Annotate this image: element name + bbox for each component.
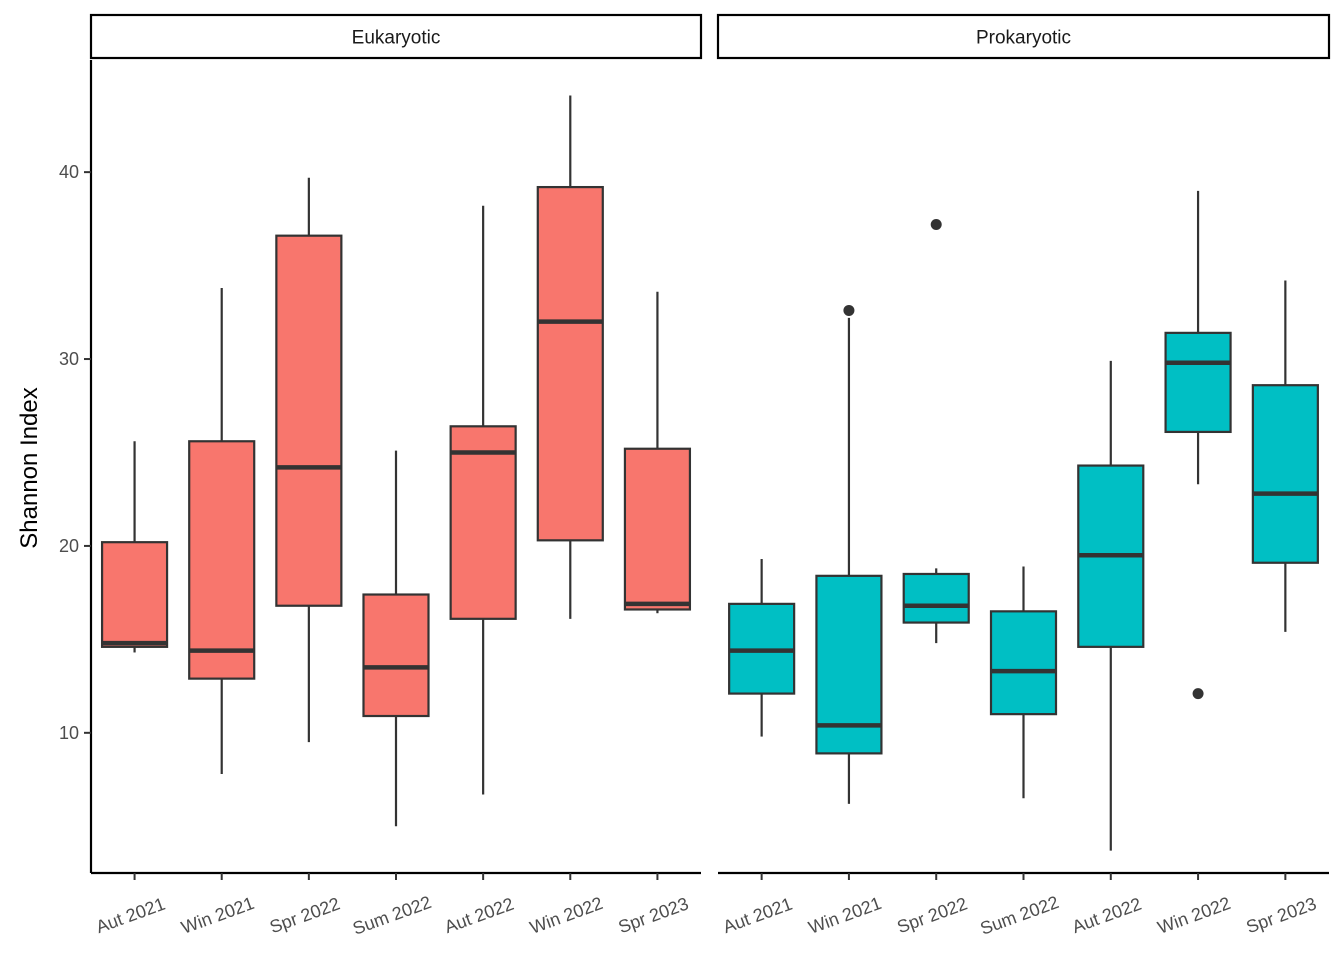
outlier-point (843, 304, 855, 316)
facet-panel-1: Prokaryotic Aut 2021 Win 2021 Spr 2022 Sum 2… (716, 13, 1331, 939)
x-tick-label: Aut 2022 (1069, 894, 1144, 937)
x-tick-label: Aut 2022 (442, 894, 517, 937)
outlier-point (1192, 688, 1204, 700)
box-body (275, 234, 343, 607)
box-1-6 (1251, 280, 1319, 632)
y-tick-label: 20 (59, 536, 79, 556)
y-tick-label: 30 (59, 349, 79, 369)
x-tick-label: Win 2021 (179, 893, 257, 938)
box-1-3 (989, 566, 1058, 799)
x-tick-label: Aut 2021 (93, 894, 168, 937)
box-0-3 (362, 450, 430, 827)
box-0-0 (100, 441, 169, 653)
y-axis-title: Shannon Index (16, 387, 43, 548)
box-body (1164, 331, 1232, 434)
box-1-0 (728, 559, 796, 737)
box-1-2 (902, 218, 970, 644)
x-tick-label: Sum 2022 (977, 892, 1061, 939)
box-0-2 (275, 177, 343, 743)
box-0-1 (188, 288, 256, 774)
x-tick-label: Spr 2022 (267, 893, 342, 937)
box-0-4 (449, 205, 517, 795)
box-body (188, 440, 256, 680)
box-1-4 (1077, 360, 1145, 851)
box-body (536, 185, 604, 542)
box-1-5 (1164, 190, 1232, 700)
box-body (623, 447, 692, 611)
box-body (449, 425, 517, 620)
facet-strip (89, 13, 703, 60)
box-body (902, 572, 970, 624)
x-tick-label: Win 2022 (527, 893, 605, 938)
x-tick-label: Spr 2023 (1244, 893, 1319, 937)
facet-strip-label: Prokaryotic (976, 28, 1071, 49)
box-body (989, 610, 1058, 716)
y-tick-label: 40 (59, 162, 79, 182)
x-tick-label: Sum 2022 (350, 892, 434, 939)
box-body (1251, 384, 1319, 564)
x-tick-label: Spr 2022 (894, 893, 969, 937)
box-body (362, 593, 430, 718)
x-tick-label: Win 2021 (806, 893, 884, 938)
box-body (100, 541, 169, 648)
box-1-1 (815, 304, 883, 804)
x-tick-label: Win 2022 (1155, 893, 1233, 938)
outlier-point (930, 218, 942, 230)
x-tick-label: Aut 2021 (720, 894, 795, 937)
facet-strip (716, 13, 1331, 60)
facet-strip-label: Eukaryotic (352, 28, 441, 49)
y-tick-label: 10 (59, 723, 79, 743)
box-0-6 (623, 291, 692, 614)
box-0-5 (536, 95, 604, 619)
x-tick-label: Spr 2023 (616, 893, 691, 937)
